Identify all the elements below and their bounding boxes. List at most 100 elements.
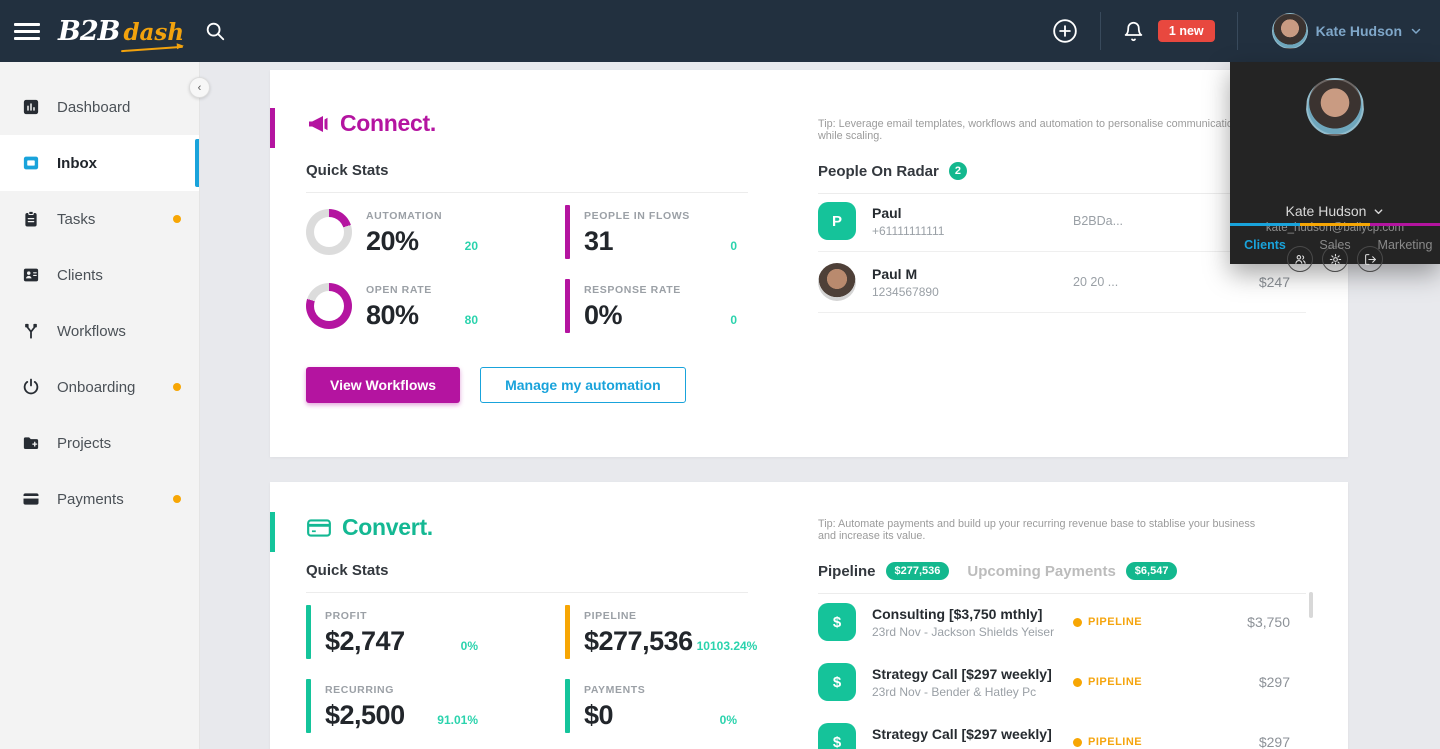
pipeline-row[interactable]: $ Strategy Call [$297 weekly] PIPELINE $… [818,712,1306,749]
projects-icon [22,434,40,452]
sidebar-item-tasks[interactable]: Tasks [0,191,199,247]
tab-clients[interactable]: Clients [1244,238,1286,252]
user-menu-name[interactable]: Kate Hudson [1230,203,1440,219]
notifications-bell-icon[interactable] [1123,21,1144,42]
workflows-icon [22,322,40,340]
sidebar: Dashboard Inbox Tasks Clients Workflows … [0,62,200,749]
sidebar-item-onboarding[interactable]: Onboarding [0,359,199,415]
upcoming-payments-title[interactable]: Upcoming Payments [967,562,1116,580]
pipeline-scrollbar[interactable] [1309,592,1313,618]
contacts-button[interactable] [1287,246,1313,272]
user-avatar[interactable] [1271,13,1308,49]
contact-avatar-photo [818,263,856,301]
quick-stats-heading: Quick Stats [306,562,748,593]
sidebar-item-label: Tasks [57,210,96,228]
stat-automation: AUTOMATION 20% 20 [306,200,478,264]
sidebar-item-clients[interactable]: Clients [0,247,199,303]
pipeline-list: $ Consulting [$3,750 mthly] 23rd Nov - J… [818,592,1306,749]
megaphone-icon [309,115,328,132]
convert-title: Convert. [306,514,433,541]
app-logo[interactable]: B2B dash [58,15,185,52]
stat-recurring: RECURRING $2,500 91.01% [306,674,478,738]
unread-dot [173,383,181,391]
stat-accent-bar [306,679,311,733]
unread-dot [173,215,181,223]
radar-list: P Paul +61111111111 B2BDa... Paul M 1234… [818,191,1306,313]
radar-count-badge: 2 [948,162,967,180]
people-icon [1294,254,1306,264]
add-new-icon[interactable] [1052,18,1078,44]
currency-icon: $ [818,663,856,701]
unread-dot [173,495,181,503]
radar-row[interactable]: Paul M 1234567890 20 20 ... $247 [818,252,1306,313]
sidebar-item-label: Projects [57,434,112,452]
topbar: B2B dash 1 new Kate Hudson [0,0,1440,62]
stat-people-in-flows: PEOPLE IN FLOWS 31 0 [565,200,737,264]
sidebar-item-label: Clients [57,266,103,284]
tab-sales[interactable]: Sales [1319,238,1351,252]
upcoming-total-badge: $6,547 [1125,562,1178,580]
people-on-radar-heading: People On Radar 2 [818,162,1306,194]
dashboard-icon [22,98,40,116]
contact-avatar-initial: P [818,202,856,240]
radar-row[interactable]: P Paul +61111111111 B2BDa... [818,191,1306,252]
logout-icon [1364,253,1376,265]
topbar-user-name: Kate Hudson [1315,23,1402,39]
pipeline-row[interactable]: $ Strategy Call [$297 weekly] 23rd Nov -… [818,652,1306,712]
connect-title: Connect. [306,110,436,137]
sidebar-item-dashboard[interactable]: Dashboard [0,79,199,135]
open-rate-donut-chart [306,283,352,329]
payments-icon [22,490,40,508]
chevron-down-icon [1411,28,1421,34]
stat-response-rate: RESPONSE RATE 0% 0 [565,274,737,338]
stat-profit: PROFIT $2,747 0% [306,600,478,664]
tab-marketing[interactable]: Marketing [1377,238,1433,252]
settings-button[interactable] [1322,246,1348,272]
pipeline-total-badge: $277,536 [885,562,950,580]
logo-underline [121,45,184,52]
sidebar-item-label: Dashboard [57,98,131,116]
notification-count-badge[interactable]: 1 new [1157,20,1215,42]
stat-accent-bar [565,205,570,259]
status-dot-icon [1073,617,1082,627]
view-workflows-button[interactable]: View Workflows [306,367,461,403]
logo-dash-text: dash [123,18,185,46]
logo-b2b-text: B2B [58,15,120,47]
connect-tip: Tip: Leverage email templates, workflows… [818,118,1239,142]
convert-tip: Tip: Automate payments and build up your… [818,518,1256,542]
status-dot-icon [1073,677,1082,687]
convert-accent-bar [270,512,275,552]
stat-accent-bar [565,279,570,333]
stat-pipeline: PIPELINE $277,536 10103.24% [565,600,757,664]
user-dropdown-panel: Kate Hudson kate_hudson@ballycp.com Clie… [1230,62,1440,272]
chevron-down-icon [1375,208,1383,214]
stat-accent-bar [565,679,570,733]
status-dot-icon [1073,737,1082,747]
pipeline-status: PIPELINE [1073,736,1193,748]
topbar-divider [1099,12,1101,50]
sidebar-item-inbox[interactable]: Inbox [0,135,199,191]
credit-card-icon [307,518,331,537]
sidebar-item-label: Inbox [57,154,97,172]
sidebar-item-projects[interactable]: Projects [0,415,199,471]
sidebar-item-workflows[interactable]: Workflows [0,303,199,359]
manage-automation-button[interactable]: Manage my automation [480,367,686,403]
convert-stats-grid: PROFIT $2,747 0% PIPELINE $277,536 10103… [306,600,757,738]
sidebar-item-payments[interactable]: Payments [0,471,199,527]
sidebar-item-label: Workflows [57,322,126,340]
pipeline-status: PIPELINE [1073,676,1193,688]
tasks-icon [22,210,40,228]
search-icon[interactable] [204,20,226,42]
user-avatar-large [1306,78,1364,136]
currency-icon: $ [818,723,856,749]
pipeline-heading: Pipeline $277,536 Upcoming Payments $6,5… [818,562,1306,594]
pipeline-title[interactable]: Pipeline [818,562,876,580]
pipeline-row[interactable]: $ Consulting [$3,750 mthly] 23rd Nov - J… [818,592,1306,652]
connect-card: Connect. Tip: Leverage email templates, … [270,70,1348,457]
sidebar-item-label: Onboarding [57,378,136,396]
stat-open-rate: OPEN RATE 80% 80 [306,274,478,338]
hamburger-menu-icon[interactable] [14,19,40,44]
sidebar-collapse-button[interactable]: ‹ [189,77,210,98]
user-menu-trigger[interactable]: Kate Hudson [1271,13,1422,49]
logout-button[interactable] [1357,246,1383,272]
